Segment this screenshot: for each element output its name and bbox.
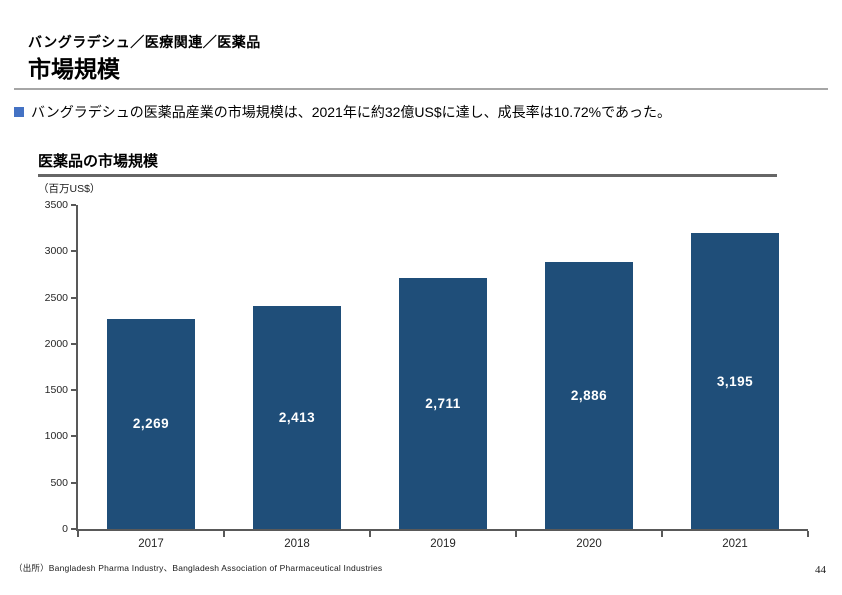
y-tick-mark (71, 528, 76, 530)
y-tick-mark (71, 389, 76, 392)
y-tick-label: 500 (50, 476, 68, 489)
bar-value-label: 2,711 (425, 396, 461, 412)
y-tick-label: 1000 (44, 430, 68, 443)
y-tick-mark (71, 342, 76, 345)
y-tick-mark (71, 250, 76, 253)
bar-2019: 2,711 (399, 278, 487, 529)
breadcrumb: バングラデシュ／医療関連／医薬品 (28, 34, 261, 50)
bar-value-label: 2,413 (278, 409, 316, 425)
bar-value-label: 3,195 (716, 373, 754, 389)
x-tick-mark (661, 531, 663, 537)
y-tick-mark (71, 435, 76, 438)
bar-slot-2019: 2,711 2019 (370, 205, 516, 550)
x-tick-label: 2020 (576, 538, 602, 550)
x-tick-label: 2021 (722, 538, 748, 550)
y-tick-label: 1500 (44, 384, 68, 397)
y-tick-mark (71, 204, 76, 206)
bar-slot-2018: 2,413 2018 (224, 205, 370, 550)
y-tick-label: 2000 (44, 337, 68, 350)
chart-title-underline (38, 174, 777, 177)
y-tick-mark (71, 481, 76, 484)
y-tick-label: 3500 (44, 199, 68, 211)
bar-2021: 3,195 (691, 233, 779, 529)
x-tick-mark (515, 531, 517, 537)
bar-chart-plot-area: 2,269 2017 2,413 2018 2,711 2019 2,886 2020 3,19… (71, 204, 809, 550)
y-tick-label: 0 (62, 523, 68, 535)
x-tick-label: 2017 (138, 538, 164, 550)
page-title: 市場規模 (28, 56, 120, 82)
chart-title: 医薬品の市場規模 (38, 153, 159, 170)
y-axis: 0 500 1000 1500 2000 2500 3000 3500 (28, 199, 68, 535)
bar-2017: 2,269 (107, 318, 195, 529)
y-tick-label: 2500 (44, 291, 68, 304)
bar-value-label: 2,886 (570, 387, 608, 403)
x-tick-label: 2018 (284, 538, 310, 550)
y-axis-unit-label: （百万US$） (38, 183, 101, 195)
header-divider (14, 88, 828, 90)
x-tick-mark (807, 531, 809, 537)
bar-value-label: 2,269 (132, 416, 170, 432)
bar-2018: 2,413 (253, 305, 341, 529)
x-tick-mark (369, 531, 371, 537)
x-tick-mark (77, 531, 79, 537)
x-tick-mark (223, 531, 225, 537)
bar-slot-2017: 2,269 2017 (78, 205, 224, 550)
bar-slot-2020: 2,886 2020 (516, 205, 662, 550)
bar-slot-2021: 3,195 2021 (662, 205, 808, 550)
summary-text: バングラデシュの医薬品産業の市場規模は、2021年に約32億US$に達し、成長率… (31, 104, 671, 120)
source-note: （出所）Bangladesh Pharma Industry、Banglades… (14, 563, 383, 573)
bullet-square-icon (14, 107, 24, 117)
page-number: 44 (815, 564, 826, 576)
y-tick-label: 3000 (44, 245, 68, 258)
x-tick-label: 2019 (430, 538, 456, 550)
bar-2020: 2,886 (545, 261, 633, 529)
summary-bullet-row: バングラデシュの医薬品産業の市場規模は、2021年に約32億US$に達し、成長率… (14, 103, 826, 122)
y-tick-mark (71, 296, 76, 299)
